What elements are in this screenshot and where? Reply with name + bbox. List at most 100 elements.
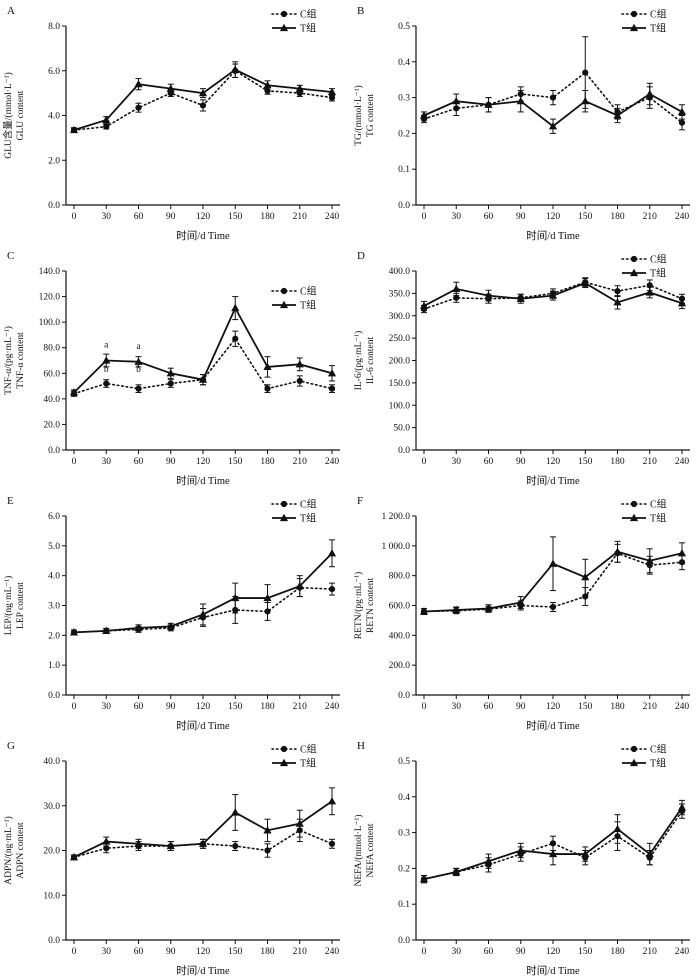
x-tick-label: 30 xyxy=(452,457,462,467)
y-tick-label: 120.0 xyxy=(39,293,61,303)
y-axis-label-line2: TG content xyxy=(366,94,376,137)
y-tick-label: 4.0 xyxy=(48,572,60,582)
x-axis-label: 时间/d Time xyxy=(176,229,230,242)
x-tick-label: 150 xyxy=(228,457,243,467)
x-axis-label: 时间/d Time xyxy=(526,719,580,732)
x-tick-label: 120 xyxy=(196,947,211,957)
y-tick-label: 80.0 xyxy=(43,344,60,354)
legend-label: C组 xyxy=(300,743,317,756)
series-c-group xyxy=(70,63,336,134)
y-tick-label: 0.4 xyxy=(398,793,410,803)
legend-label: C组 xyxy=(650,8,667,21)
legend-circle-marker xyxy=(630,745,638,753)
y-axis-label-line1: TG/(mmol·L⁻¹) xyxy=(353,85,364,146)
triangle-marker xyxy=(166,84,175,92)
y-tick-label: 0.5 xyxy=(398,22,410,32)
chart-svg-A: 0.0 2.0 4.0 6.0 8.0 0 30 60 90 120 150 180 210 240 时间/… xyxy=(2,5,340,242)
x-tick-label: 0 xyxy=(422,702,427,712)
circle-marker xyxy=(328,840,336,847)
y-tick-label: 0.3 xyxy=(398,829,410,839)
series-t-group xyxy=(419,82,687,134)
x-tick-label: 90 xyxy=(516,457,526,467)
x-tick-label: 30 xyxy=(452,947,462,957)
x-tick-label: 90 xyxy=(516,947,526,957)
legend-entry: T组 xyxy=(272,299,316,312)
y-tick-label: 2.0 xyxy=(48,156,60,166)
triangle-marker xyxy=(69,628,79,636)
x-tick-label: 0 xyxy=(422,457,427,467)
legend-label: T组 xyxy=(650,512,666,525)
x-tick-label: 30 xyxy=(102,947,112,957)
x-axis-label: 时间/d Time xyxy=(176,719,230,732)
circle-marker xyxy=(678,119,686,126)
chart-svg-H: 0.0 0.1 0.2 0.3 0.4 0.5 0 30 60 90 120 150 180 210 240… xyxy=(353,740,690,977)
x-tick-label: 210 xyxy=(643,457,658,467)
y-tick-label: 40.0 xyxy=(43,757,60,767)
y-tick-label: 1.0 xyxy=(48,661,60,671)
panel-E-lep-chart: 0.0 1.0 2.0 3.0 4.0 5.0 6.0 0 30 60 90 120 150 180 210… xyxy=(0,490,350,735)
panel-H-nefa-chart: 0.0 0.1 0.2 0.3 0.4 0.5 0 30 60 90 120 150 180 210 240… xyxy=(350,735,700,980)
x-tick-label: 120 xyxy=(546,457,561,467)
x-tick-label: 240 xyxy=(325,212,340,222)
legend-circle-marker xyxy=(630,10,638,18)
legend-entry: T组 xyxy=(272,22,316,35)
triangle-marker xyxy=(134,357,143,365)
x-tick-label: 60 xyxy=(484,457,494,467)
legend-entry: T组 xyxy=(622,512,666,525)
y-tick-label: 600.0 xyxy=(389,602,411,612)
x-axis-label: 时间/d Time xyxy=(176,964,230,977)
triangle-marker xyxy=(677,107,687,116)
triangle-marker xyxy=(581,849,590,858)
x-tick-label: 180 xyxy=(610,947,625,957)
legend-label: C组 xyxy=(650,253,667,266)
x-tick-label: 210 xyxy=(293,702,308,712)
chart-svg-F: 0.0 200.0 400.0 600.0 800.0 1 000.0 1 200.0 0 30… xyxy=(353,495,690,732)
triangle-marker xyxy=(102,837,111,845)
y-axis-label-line1: TNF-α/(pg·mL⁻¹) xyxy=(3,326,14,395)
y-tick-label: 250.0 xyxy=(389,334,411,344)
circle-marker xyxy=(549,603,557,611)
x-tick-label: 240 xyxy=(675,702,690,712)
y-tick-label: 0.0 xyxy=(48,201,60,211)
x-axis-label: 时间/d Time xyxy=(526,474,580,487)
x-tick-label: 0 xyxy=(422,212,427,222)
x-tick-label: 240 xyxy=(675,947,690,957)
series-line xyxy=(423,71,683,124)
legend-triangle-marker xyxy=(629,758,639,767)
y-tick-label: 400.0 xyxy=(389,267,411,277)
y-tick-label: 1 000.0 xyxy=(382,542,411,552)
sig-annotation: a xyxy=(136,342,141,352)
chart-svg-B: 0.0 0.1 0.2 0.3 0.4 0.5 0 30 60 90 120 150 180 210 240… xyxy=(353,5,690,242)
panel-letter: C xyxy=(7,250,14,262)
x-axis-label: 时间/d Time xyxy=(176,474,230,487)
x-tick-label: 60 xyxy=(134,947,144,957)
x-tick-label: 210 xyxy=(643,947,658,957)
triangle-marker xyxy=(581,278,590,287)
y-axis-label-line2: LEP content xyxy=(16,582,26,629)
y-axis-label-line2: TNF-α content xyxy=(16,332,26,389)
x-tick-label: 180 xyxy=(260,212,275,222)
y-tick-label: 200.0 xyxy=(389,357,411,367)
x-axis-label: 时间/d Time xyxy=(526,229,580,242)
triangle-marker xyxy=(231,303,240,312)
triangle-marker xyxy=(516,598,525,606)
triangle-marker xyxy=(645,556,654,564)
y-tick-label: 0.2 xyxy=(398,129,410,139)
y-axis-label-line2: IL-6 content xyxy=(366,337,376,385)
panel-letter: A xyxy=(7,5,15,17)
triangle-marker xyxy=(198,375,208,383)
triangle-marker xyxy=(548,559,558,567)
y-tick-label: 0.0 xyxy=(398,691,410,701)
circle-marker xyxy=(232,842,239,850)
x-tick-label: 120 xyxy=(546,702,561,712)
triangle-marker xyxy=(295,84,304,92)
x-tick-label: 120 xyxy=(196,212,211,222)
x-tick-label: 150 xyxy=(578,947,593,957)
x-tick-label: 150 xyxy=(578,457,593,467)
legend-entry: T组 xyxy=(272,512,316,525)
panel-D-il6-chart: 0.0 50.0 100.0 150.0 200.0 250.0 300.0 350.0 400… xyxy=(350,245,700,490)
triangle-marker xyxy=(677,548,687,557)
chart-svg-C: 0.0 20.0 40.0 60.0 80.0 100.0 120.0 140.0 0 30 60 9… xyxy=(3,250,340,487)
y-tick-label: 5.0 xyxy=(48,542,60,552)
panel-letter: B xyxy=(357,5,364,17)
